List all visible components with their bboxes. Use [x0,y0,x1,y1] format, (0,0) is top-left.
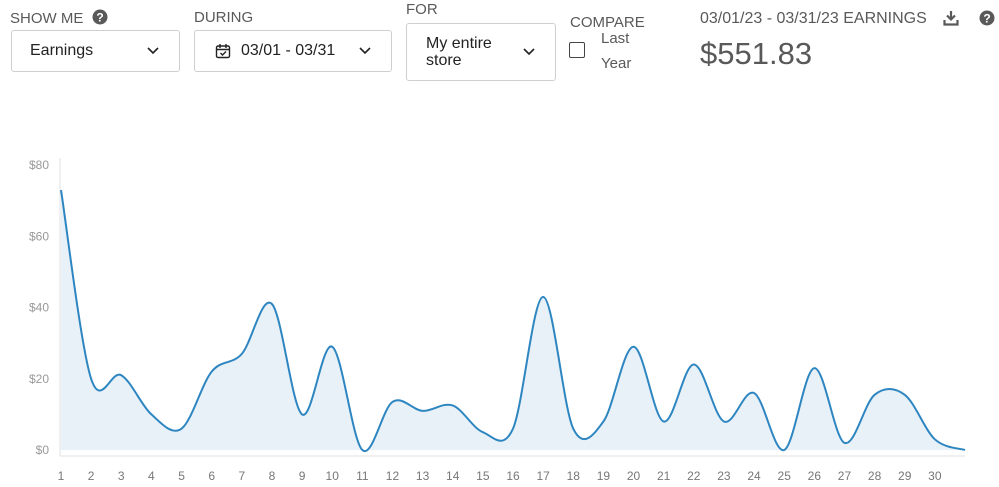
show-me-label: SHOW ME ? [10,9,108,27]
x-tick-label: 1 [58,469,65,483]
earnings-label: 03/01/23 - 03/31/23 EARNINGS [700,10,927,27]
x-tick-label: 2 [88,469,95,483]
x-tick-label: 25 [778,469,792,483]
chevron [147,47,159,55]
x-tick-label: 9 [299,469,306,483]
y-tick-label: $60 [29,229,49,243]
date-select[interactable]: 03/01 - 03/31 [194,30,392,72]
x-tick-label: 22 [687,469,701,483]
help-icon[interactable]: ? [92,9,108,25]
x-tick-label: 27 [838,469,852,483]
compare-label: COMPARE [570,14,645,31]
y-tick-label: $0 [36,443,50,457]
x-tick-label: 11 [356,469,369,483]
svg-text:?: ? [96,11,103,25]
y-tick-label: $20 [29,372,49,386]
compare-checkbox[interactable] [569,42,585,58]
calendar-icon [215,44,231,59]
x-tick-label: 26 [808,469,822,483]
x-tick-label: 5 [178,469,185,483]
x-tick-label: 29 [898,469,912,483]
x-tick-label: 24 [747,469,761,483]
x-tick-label: 13 [416,469,430,483]
help-icon[interactable]: ? [979,10,995,26]
x-tick-label: 19 [597,469,611,483]
chevron [523,48,535,56]
x-tick-label: 4 [148,469,155,483]
x-tick-label: 17 [536,469,550,483]
compare-option[interactable]: Last Year [601,30,632,72]
x-tick-label: 7 [238,469,245,483]
for-label: FOR [406,1,438,18]
x-tick-label: 16 [506,469,520,483]
line [60,189,966,452]
show-me-select[interactable]: Earnings [11,30,180,72]
chevron [359,47,371,55]
x-tick-label: 30 [928,469,942,483]
select-value: Earnings [30,42,94,59]
x-tick-label: 6 [208,469,215,483]
label-text: SHOW ME [10,10,84,27]
x-tick-label: 18 [567,469,581,483]
x-tick-label: 14 [446,469,460,483]
download-icon[interactable] [943,10,959,26]
x-tick-label: 3 [118,469,125,483]
area-fill [61,190,965,452]
x-tick-label: 12 [386,469,400,483]
store-select[interactable]: My entire store [406,23,556,81]
select-value: My entire store [426,35,492,69]
y-tick-label: $80 [29,158,49,172]
x-tick-label: 10 [326,469,340,483]
x-tick-label: 20 [627,469,641,483]
svg-text:?: ? [983,12,990,26]
during-label: DURING [194,9,254,26]
x-tick-label: 8 [269,469,276,483]
x-tick-label: 21 [657,469,671,483]
earnings-total: $551.83 [700,36,813,71]
x-tick-label: 15 [476,469,490,483]
y-tick-label: $40 [29,301,49,315]
x-tick-label: 28 [868,469,882,483]
select-value: 03/01 - 03/31 [241,42,336,59]
x-tick-label: 23 [717,469,731,483]
